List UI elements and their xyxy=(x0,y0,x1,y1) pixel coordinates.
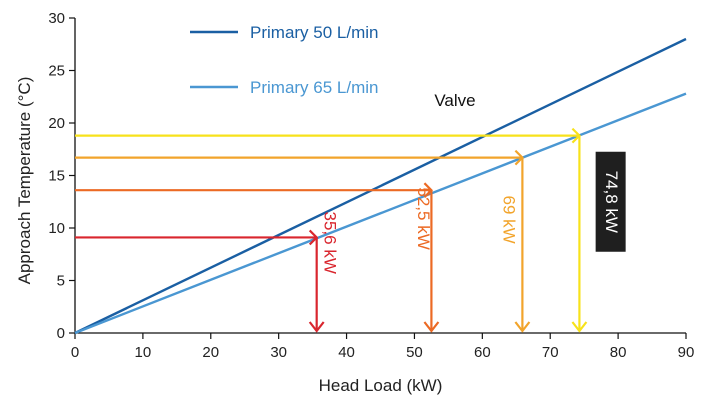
readout-label: 74,8 kW xyxy=(602,171,621,233)
x-tick-label: 10 xyxy=(135,344,152,361)
legend-label: Primary 65 L/min xyxy=(250,78,378,97)
legend-item-0: Primary 50 L/min xyxy=(190,23,378,42)
legend-label: Primary 50 L/min xyxy=(250,23,378,42)
readout-2: 69 kW xyxy=(75,151,529,331)
series-layer xyxy=(75,39,686,333)
series-line-0 xyxy=(75,39,686,333)
y-tick-label: 15 xyxy=(48,168,65,185)
y-tick-label: 25 xyxy=(48,63,65,80)
x-axis-title: Head Load (kW) xyxy=(319,376,443,395)
y-tick-label: 20 xyxy=(48,115,65,132)
series-line-1 xyxy=(75,94,686,333)
annotation-layer: Valve xyxy=(434,91,475,110)
x-tick-label: 50 xyxy=(406,344,423,361)
axes: 0 10 20 30 40 50 60 70 80 90 0 5 10 15 20 25 30 Head Load… xyxy=(15,10,694,395)
legend-item-1: Primary 65 L/min xyxy=(190,78,378,97)
readout-label: 52,5 kW xyxy=(414,187,433,249)
x-tick-label: 0 xyxy=(71,344,79,361)
x-tick-label: 80 xyxy=(610,344,627,361)
readout-label: 35,6 kW xyxy=(320,212,339,274)
x-tick-label: 90 xyxy=(678,344,695,361)
y-tick-label: 10 xyxy=(48,220,65,237)
y-tick-label: 30 xyxy=(48,10,65,27)
y-tick-label: 0 xyxy=(57,325,65,342)
annotation-label: Valve xyxy=(434,91,475,110)
legend: Primary 50 L/min Primary 65 L/min xyxy=(190,23,378,97)
y-tick-label: 5 xyxy=(57,273,65,290)
readout-label: 69 kW xyxy=(500,196,519,244)
x-tick-label: 30 xyxy=(270,344,287,361)
readout-1: 52,5 kW xyxy=(75,183,438,331)
x-tick-label: 60 xyxy=(474,344,491,361)
x-tick-label: 40 xyxy=(338,344,355,361)
x-tick-label: 20 xyxy=(202,344,219,361)
y-axis-title: Approach Temperature (°C) xyxy=(15,77,34,285)
x-tick-label: 70 xyxy=(542,344,559,361)
